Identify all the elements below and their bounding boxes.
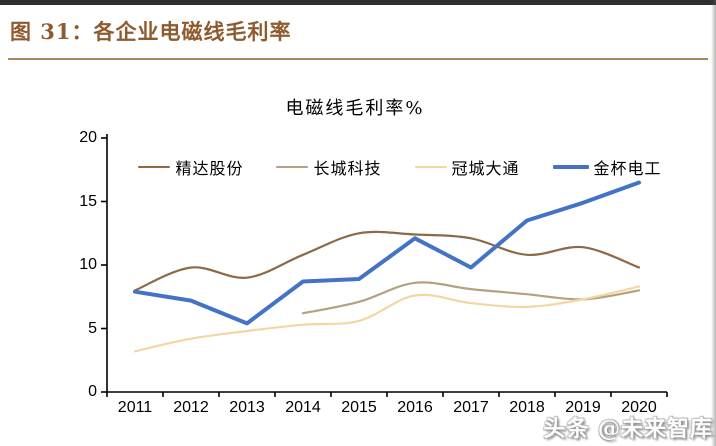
window-top-bar — [0, 0, 716, 5]
chart-title: 电磁线毛利率% — [285, 98, 425, 119]
y-axis-tick-label: 20 — [79, 129, 97, 146]
page-edge-shadow — [711, 0, 716, 446]
legend-line-swatch — [414, 165, 447, 169]
series-line-精达股份 — [133, 230, 641, 292]
y-axis-tick-label: 0 — [88, 383, 97, 400]
legend-label: 长城科技 — [313, 159, 382, 178]
series-line-金杯电工 — [133, 180, 641, 326]
legend-label: 精达股份 — [175, 159, 244, 178]
x-axis-tick-label: 2011 — [117, 399, 153, 416]
chart-legend: 精达股份 长城科技 冠城大通 金杯电工 — [130, 155, 670, 179]
legend-label: 金杯电工 — [593, 159, 662, 178]
legend-line-swatch — [276, 165, 309, 169]
x-axis-tick-label: 2015 — [341, 399, 377, 416]
y-axis-tick-label: 5 — [88, 319, 97, 337]
legend-item: 金杯电工 — [552, 155, 662, 179]
legend-line-swatch — [552, 165, 589, 169]
x-axis-tick-label: 2016 — [397, 399, 433, 416]
x-axis-tick-label: 2014 — [285, 399, 321, 416]
x-axis-tick-label: 2012 — [173, 399, 209, 416]
legend-label: 冠城大通 — [451, 159, 520, 178]
y-axis-labels: 0 5 10 15 20 — [0, 0, 97, 446]
x-axis-tick-label: 2013 — [229, 399, 265, 416]
legend-line-swatch — [138, 165, 171, 169]
series-line-冠城大通 — [133, 285, 641, 353]
figure-title: 图 31：各企业电磁线毛利率 — [10, 19, 292, 44]
y-axis-tick-label: 15 — [79, 192, 97, 210]
watermark: 头条 @未来智库 — [543, 416, 713, 442]
x-axis-tick-label: 2017 — [453, 399, 489, 416]
legend-item: 长城科技 — [276, 155, 381, 179]
x-axis-tick-label: 2019 — [565, 399, 601, 416]
x-axis-labels: 2011 2012 2013 2014 2015 2016 2017 2018 2019 2020 — [0, 399, 716, 421]
legend-item: 精达股份 — [138, 155, 243, 179]
y-axis-tick-label: 10 — [79, 256, 97, 273]
x-axis-tick-label: 2018 — [509, 399, 545, 416]
title-divider — [8, 58, 708, 60]
legend-item: 冠城大通 — [414, 155, 520, 179]
x-axis-tick-label: 2020 — [621, 399, 657, 416]
